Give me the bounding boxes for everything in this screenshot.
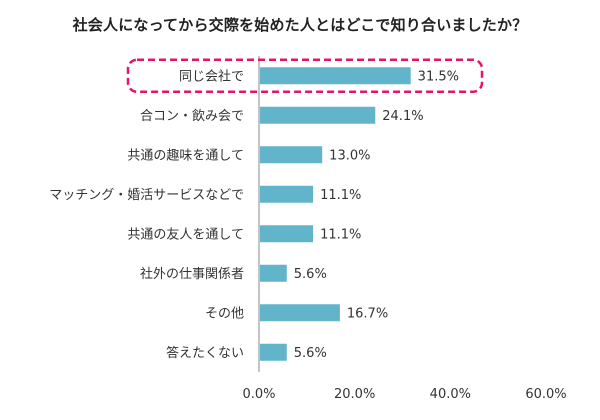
bar <box>260 67 411 85</box>
value-label: 13.0% <box>329 148 370 163</box>
category-label: その他 <box>205 306 244 321</box>
value-label: 11.1% <box>320 227 361 242</box>
value-label: 31.5% <box>418 69 459 84</box>
category-label: 共通の友人を通して <box>127 226 244 242</box>
category-label: 社外の仕事関係者 <box>140 266 244 282</box>
x-tick-label: 40.0% <box>430 387 471 402</box>
bar <box>260 185 314 203</box>
x-tick-label: 60.0% <box>525 387 566 402</box>
value-label: 16.7% <box>347 306 388 321</box>
bar <box>260 343 287 361</box>
highlight-box <box>126 58 484 93</box>
value-label: 5.6% <box>294 267 327 282</box>
category-label: マッチング・婚活サービスなどで <box>49 188 244 203</box>
x-tick-label: 0.0% <box>242 387 275 402</box>
value-label: 11.1% <box>320 188 361 203</box>
x-tick-label: 20.0% <box>334 387 375 402</box>
bar <box>260 225 314 243</box>
chart-title: 社会人になってから交際を始めた人とはどこで知り合いましたか？ <box>72 16 528 34</box>
value-label: 24.1% <box>382 109 423 124</box>
bar <box>260 146 323 164</box>
category-label: 答えたくない <box>166 345 244 361</box>
bar <box>260 264 287 282</box>
category-label: 同じ会社で <box>179 68 244 84</box>
bar <box>260 304 340 322</box>
bar <box>260 106 376 124</box>
category-label: 合コン・飲み会で <box>140 108 244 124</box>
value-label: 5.6% <box>294 346 327 361</box>
category-label: 共通の趣味を通して <box>127 148 244 163</box>
